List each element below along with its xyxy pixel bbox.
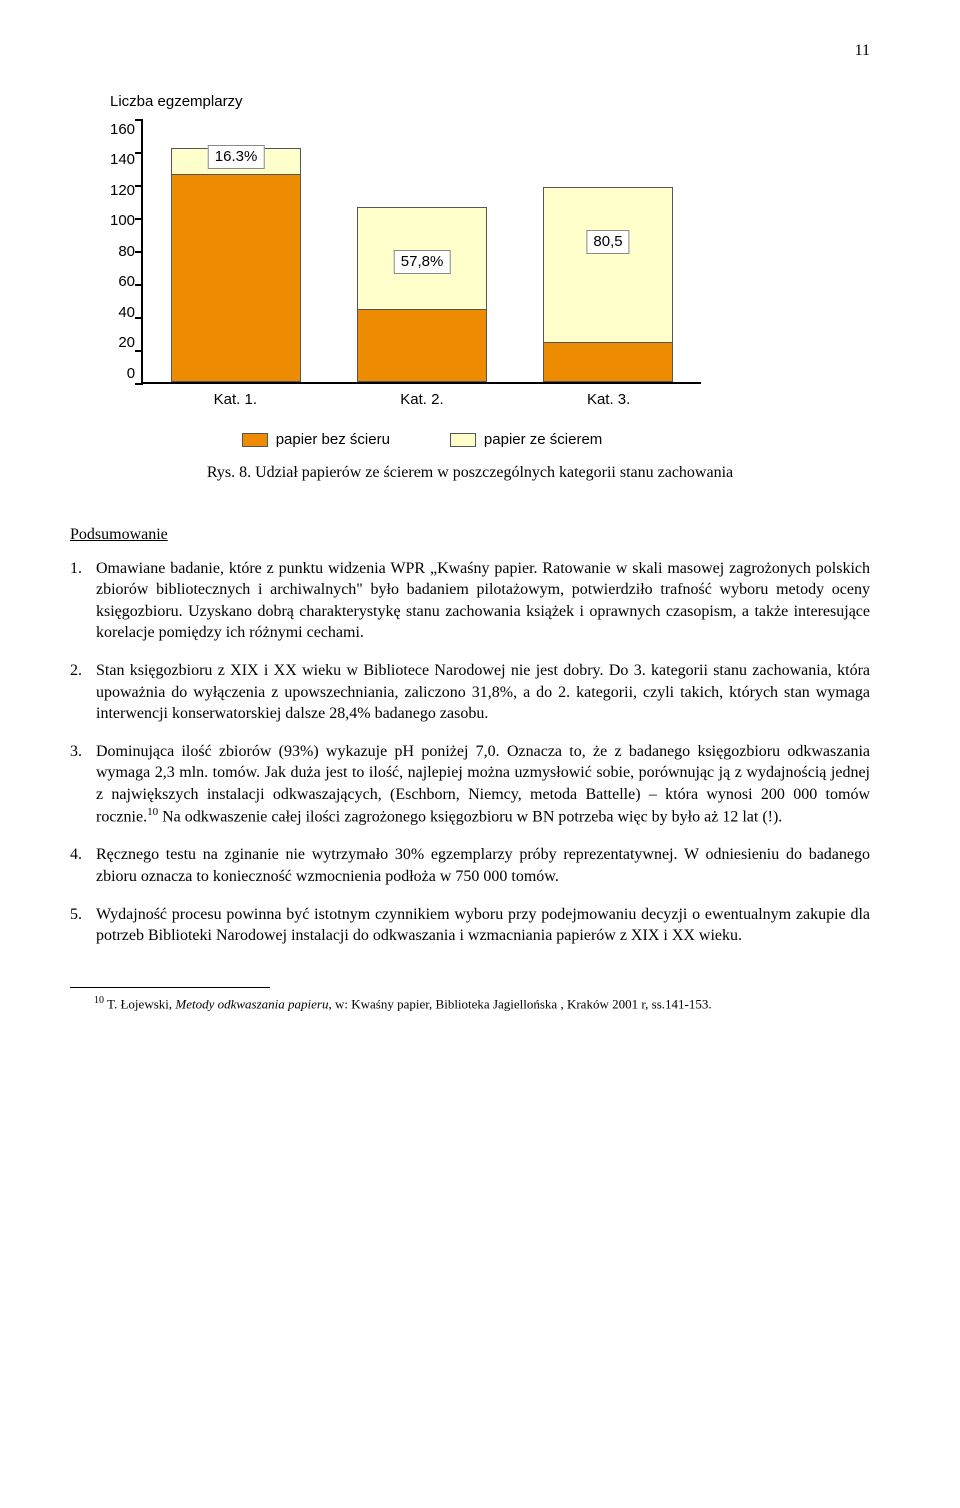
legend-label: papier bez ścieru [276,430,390,450]
legend-item: papier bez ścieru [242,430,390,450]
y-tick-label: 160 [110,120,135,140]
summary-item: 5.Wydajność procesu powinna być istotnym… [96,904,870,947]
legend-label: papier ze ścierem [484,430,602,450]
y-tick [135,218,143,220]
item-text: Stan księgozbioru z XIX i XX wieku w Bib… [96,662,870,722]
y-tick-label: 120 [110,181,135,201]
x-tick-label: Kat. 1. [170,390,300,410]
summary-item: 1.Omawiane badanie, które z punktu widze… [96,558,870,644]
plot-area: 16.3% 57,8% 80,5 [141,120,701,384]
figure-caption: Rys. 8. Udział papierów ze ścierem w pos… [70,462,870,484]
y-tick [135,317,143,319]
bar-column: 57,8% [357,207,487,382]
item-number: 3. [70,741,82,763]
y-tick [135,119,143,121]
y-tick-label: 40 [118,303,135,323]
summary-list: 1. Omawiane badanie, które z punktu widze… [70,558,870,947]
bar-value-label: 16.3% [208,145,265,169]
bar-segment-top: 80,5 [543,187,673,342]
section-heading: Podsumowanie [70,524,870,546]
item-text: Wydajność procesu powinna być istotnym c… [96,906,870,945]
y-tick [135,350,143,352]
y-tick-label: 140 [110,150,135,170]
item-text: Omawiane badanie, które z punktu widzeni… [96,560,870,642]
footnote-title: Metody odkwaszania papieru, [175,996,331,1011]
item-number: 1. [70,558,82,580]
legend-swatch [242,433,268,447]
summary-item: 3.Dominująca ilość zbiorów (93%) wykazuj… [96,741,870,829]
summary-item: 4.Ręcznego testu na zginanie nie wytrzym… [96,844,870,887]
x-tick-label: Kat. 3. [544,390,674,410]
y-tick [135,284,143,286]
item-number: 4. [70,844,82,866]
item-text: Na odkwaszenie całej ilości zagrożonego … [158,809,782,826]
item-number: 5. [70,904,82,926]
bar-segment-bottom [543,342,673,382]
y-tick [135,383,143,385]
summary-item: 2.Stan księgozbioru z XIX i XX wieku w B… [96,660,870,725]
chart-container: Liczba egzemplarzy 160 140 120 100 80 60 40 20 0… [110,92,870,451]
bar-segment-top: 57,8% [357,207,487,309]
footnote-number: 10 [94,995,104,1006]
bar-value-label: 57,8% [394,250,451,274]
legend-swatch [450,433,476,447]
footnote-author: T. Łojewski, [107,996,175,1011]
footnote-rest: w: Kwaśny papier, Biblioteka Jagiellońsk… [332,996,712,1011]
item-text: Ręcznego testu na zginanie nie wytrzymał… [96,846,870,885]
item-number: 2. [70,660,82,682]
y-tick [135,152,143,154]
y-tick-label: 60 [118,272,135,292]
y-tick-label: 20 [118,333,135,353]
bar-segment-top: 16.3% [171,148,301,174]
y-tick [135,185,143,187]
y-tick-label: 80 [118,242,135,262]
footnote-ref: 10 [147,806,158,818]
y-tick-label: 0 [127,364,135,384]
bar-segment-bottom [357,309,487,382]
page-number: 11 [70,40,870,62]
legend: papier bez ścieru papier ze ścierem [142,430,702,450]
y-axis-title: Liczba egzemplarzy [110,92,870,112]
y-tick-label: 100 [110,211,135,231]
footnote-rule [70,987,270,988]
footnote: 10 T. Łojewski, Metody odkwaszania papie… [70,994,870,1013]
bar-column: 80,5 [543,187,673,382]
y-tick [135,251,143,253]
bar-column: 16.3% [171,148,301,382]
bar-value-label: 80,5 [586,230,629,254]
bar-segment-bottom [171,174,301,382]
x-tick-label: Kat. 2. [357,390,487,410]
x-axis: Kat. 1. Kat. 2. Kat. 3. [142,390,702,410]
legend-item: papier ze ścierem [450,430,602,450]
